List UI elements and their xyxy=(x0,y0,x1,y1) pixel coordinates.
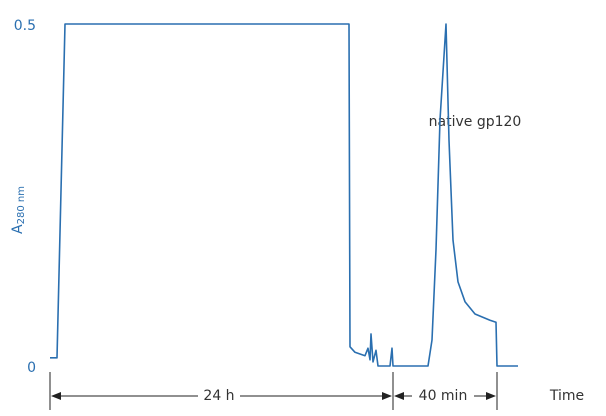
span-label: 40 min xyxy=(419,388,468,404)
y-label-main: A xyxy=(10,224,26,234)
peak-label: native gp120 xyxy=(429,114,522,130)
x-axis-label: Time xyxy=(549,388,584,404)
y-tick-label: 0 xyxy=(27,360,36,376)
y-tick-label: 0.5 xyxy=(14,18,36,34)
span-label: 24 h xyxy=(203,388,234,404)
y-label-sub: 280 nm xyxy=(16,186,27,224)
trace xyxy=(50,23,518,367)
y-axis-label: A280 nm xyxy=(10,186,27,234)
